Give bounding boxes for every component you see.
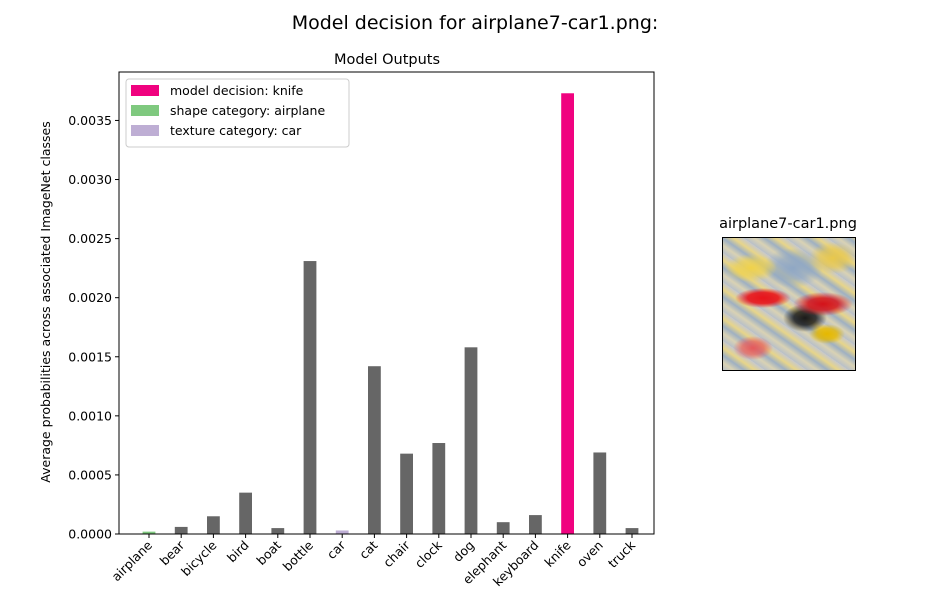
x-tick-label-oven: oven xyxy=(574,538,606,570)
y-tick-label: 0.0030 xyxy=(68,172,112,187)
bar-chair xyxy=(400,453,413,534)
legend-box xyxy=(125,78,350,148)
x-tick-label-bottle: bottle xyxy=(280,537,317,574)
plot-area-frame xyxy=(118,71,655,535)
bar-car xyxy=(335,530,349,534)
bar-dog xyxy=(464,347,478,534)
x-tick-label-dog: dog xyxy=(450,538,477,565)
x-tick-label-airplane: airplane xyxy=(108,537,155,584)
bar-knife xyxy=(561,93,574,535)
bar-boat xyxy=(271,528,285,534)
y-tick-label: 0.0035 xyxy=(68,113,112,128)
y-tick-label: 0.0000 xyxy=(68,527,112,542)
bar-truck xyxy=(625,528,639,534)
legend-swatch-shape xyxy=(131,105,159,116)
x-tick-label-clock: clock xyxy=(412,537,446,571)
bar-elephant xyxy=(496,522,510,534)
x-tick-label-chair: chair xyxy=(380,537,413,570)
y-tick-label: 0.0015 xyxy=(68,349,112,364)
legend-swatch-texture xyxy=(131,125,159,136)
figure-suptitle: Model decision for airplane7-car1.png: xyxy=(292,12,659,34)
bar-keyboard xyxy=(529,515,542,534)
y-axis-ticks: 0.0000 0.0005 0.0010 0.0015 0.0020 0.0025 0.00… xyxy=(68,113,119,542)
y-tick-label: 0.0025 xyxy=(68,231,112,246)
bar-bottle xyxy=(303,261,317,534)
stimulus-title: airplane7-car1.png xyxy=(719,216,857,232)
stimulus-image xyxy=(722,237,856,371)
chart-title: Model Outputs xyxy=(334,52,440,68)
legend-label-decision: model decision: knife xyxy=(170,83,304,98)
bar-bird xyxy=(239,492,252,534)
bar-airplane xyxy=(142,531,156,534)
y-tick-label: 0.0010 xyxy=(68,408,112,423)
x-tick-label-knife: knife xyxy=(541,537,574,570)
chart-legend: model decision: knife shape category: air… xyxy=(125,78,350,148)
bar-series xyxy=(142,93,639,535)
x-tick-label-car: car xyxy=(324,537,349,562)
x-tick-label-bird: bird xyxy=(224,538,252,566)
legend-swatch-decision xyxy=(131,85,159,96)
x-tick-label-truck: truck xyxy=(605,537,639,571)
bar-clock xyxy=(432,443,446,534)
x-tick-label-bicycle: bicycle xyxy=(178,537,220,579)
legend-label-shape: shape category: airplane xyxy=(170,103,325,118)
bar-cat xyxy=(368,366,381,534)
y-tick-label: 0.0005 xyxy=(68,467,112,482)
y-axis-label: Average probabilities across associated … xyxy=(38,121,53,482)
bar-bear xyxy=(174,526,188,534)
bar-oven xyxy=(593,452,607,534)
legend-label-texture: texture category: car xyxy=(170,123,302,138)
x-tick-label-cat: cat xyxy=(356,537,380,561)
bar-bicycle xyxy=(207,516,220,534)
y-tick-label: 0.0020 xyxy=(68,290,112,305)
